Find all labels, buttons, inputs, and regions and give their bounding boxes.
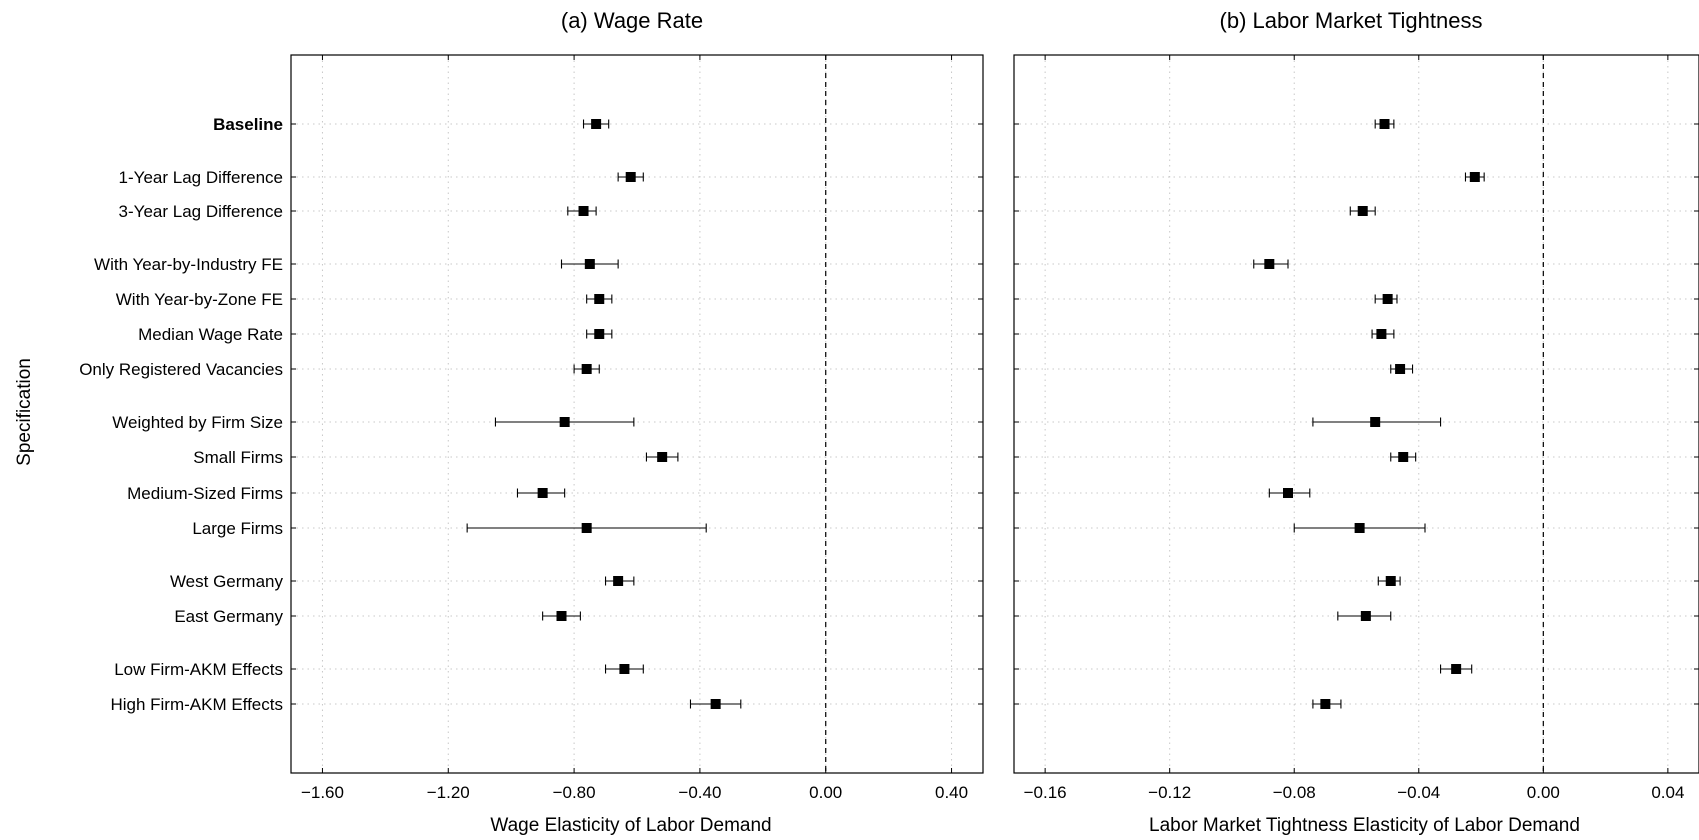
point-estimate [1376, 329, 1387, 339]
x-axis-label-wage: Wage Elasticity of Labor Demand [490, 815, 771, 836]
x-tick-label: 0.00 [1527, 783, 1560, 802]
point-estimate [584, 259, 595, 269]
specification-label: Low Firm-AKM Effects [114, 660, 283, 679]
point-estimate [556, 611, 567, 621]
point-estimate [1283, 488, 1293, 498]
x-tick-label: −0.16 [1024, 783, 1067, 802]
specification-label: West Germany [170, 572, 284, 591]
specification-label: Weighted by Firm Size [112, 413, 283, 432]
point-estimate [581, 523, 592, 533]
specification-label: Medium-Sized Firms [127, 484, 283, 503]
specification-label: Median Wage Rate [138, 325, 283, 344]
point-estimate [581, 364, 592, 374]
point-estimate [1382, 294, 1393, 304]
point-estimate [1469, 172, 1480, 182]
x-tick-label: −1.20 [427, 783, 470, 802]
specification-label: Baseline [213, 115, 283, 134]
point-estimate [1398, 452, 1409, 462]
specification-label: With Year-by-Zone FE [116, 290, 283, 309]
point-estimate [1379, 119, 1390, 129]
point-estimate [657, 452, 668, 462]
point-estimate [1395, 364, 1406, 374]
point-estimate [591, 119, 602, 129]
specification-label: Small Firms [193, 448, 283, 467]
specification-label: High Firm-AKM Effects [110, 695, 283, 714]
x-tick-label: 0.00 [809, 783, 842, 802]
point-estimate [625, 172, 636, 182]
point-estimate [1370, 417, 1381, 427]
specification-label: East Germany [174, 607, 283, 626]
x-tick-label: −0.40 [678, 783, 721, 802]
specification-label: With Year-by-Industry FE [94, 255, 283, 274]
specification-label: 3-Year Lag Difference [119, 202, 283, 221]
specification-labels: Baseline 1-Year Lag Difference 3-Year Lag … [79, 115, 283, 714]
point-estimate [1264, 259, 1275, 269]
x-axis-label-tightness: Labor Market Tightness Elasticity of Lab… [1149, 815, 1580, 836]
x-tick-label: −0.08 [1273, 783, 1316, 802]
point-estimate [710, 699, 721, 709]
x-tick-label: −1.60 [301, 783, 344, 802]
specification-label: 1-Year Lag Difference [119, 168, 283, 187]
point-estimate [1320, 699, 1331, 709]
panel-title-tightness: (b) Labor Market Tightness [1220, 8, 1483, 33]
point-estimate [619, 664, 630, 674]
point-estimate [559, 417, 570, 427]
panel-wage-rate: (a) Wage Rate −1.60 −1.20 −0.80 −0.40 0.00 0.4… [290, 8, 984, 836]
x-tick-label: 0.04 [1651, 783, 1684, 802]
point-estimate [578, 206, 589, 216]
panel-labor-market-tightness: (b) Labor Market Tightness −0.16 −0.12 −0.0… [1013, 8, 1699, 836]
specification-label: Only Registered Vacancies [79, 360, 283, 379]
x-tick-label: −0.12 [1148, 783, 1191, 802]
x-tick-label: −0.80 [553, 783, 596, 802]
point-estimate [1354, 523, 1365, 533]
point-estimate [594, 329, 605, 339]
point-estimate [594, 294, 605, 304]
point-estimate [537, 488, 548, 498]
point-estimate [613, 576, 624, 586]
point-estimate [1451, 664, 1462, 674]
point-estimate [1360, 611, 1371, 621]
x-tick-label: −0.04 [1397, 783, 1440, 802]
point-estimate [1385, 576, 1396, 586]
x-tick-label: 0.40 [935, 783, 968, 802]
specification-label: Large Firms [192, 519, 283, 538]
y-axis-label: Specification [14, 358, 35, 466]
plot-frame [1013, 54, 1699, 774]
panel-title-wage: (a) Wage Rate [561, 8, 703, 33]
plot-frame [290, 54, 984, 774]
point-estimate [1357, 206, 1368, 216]
